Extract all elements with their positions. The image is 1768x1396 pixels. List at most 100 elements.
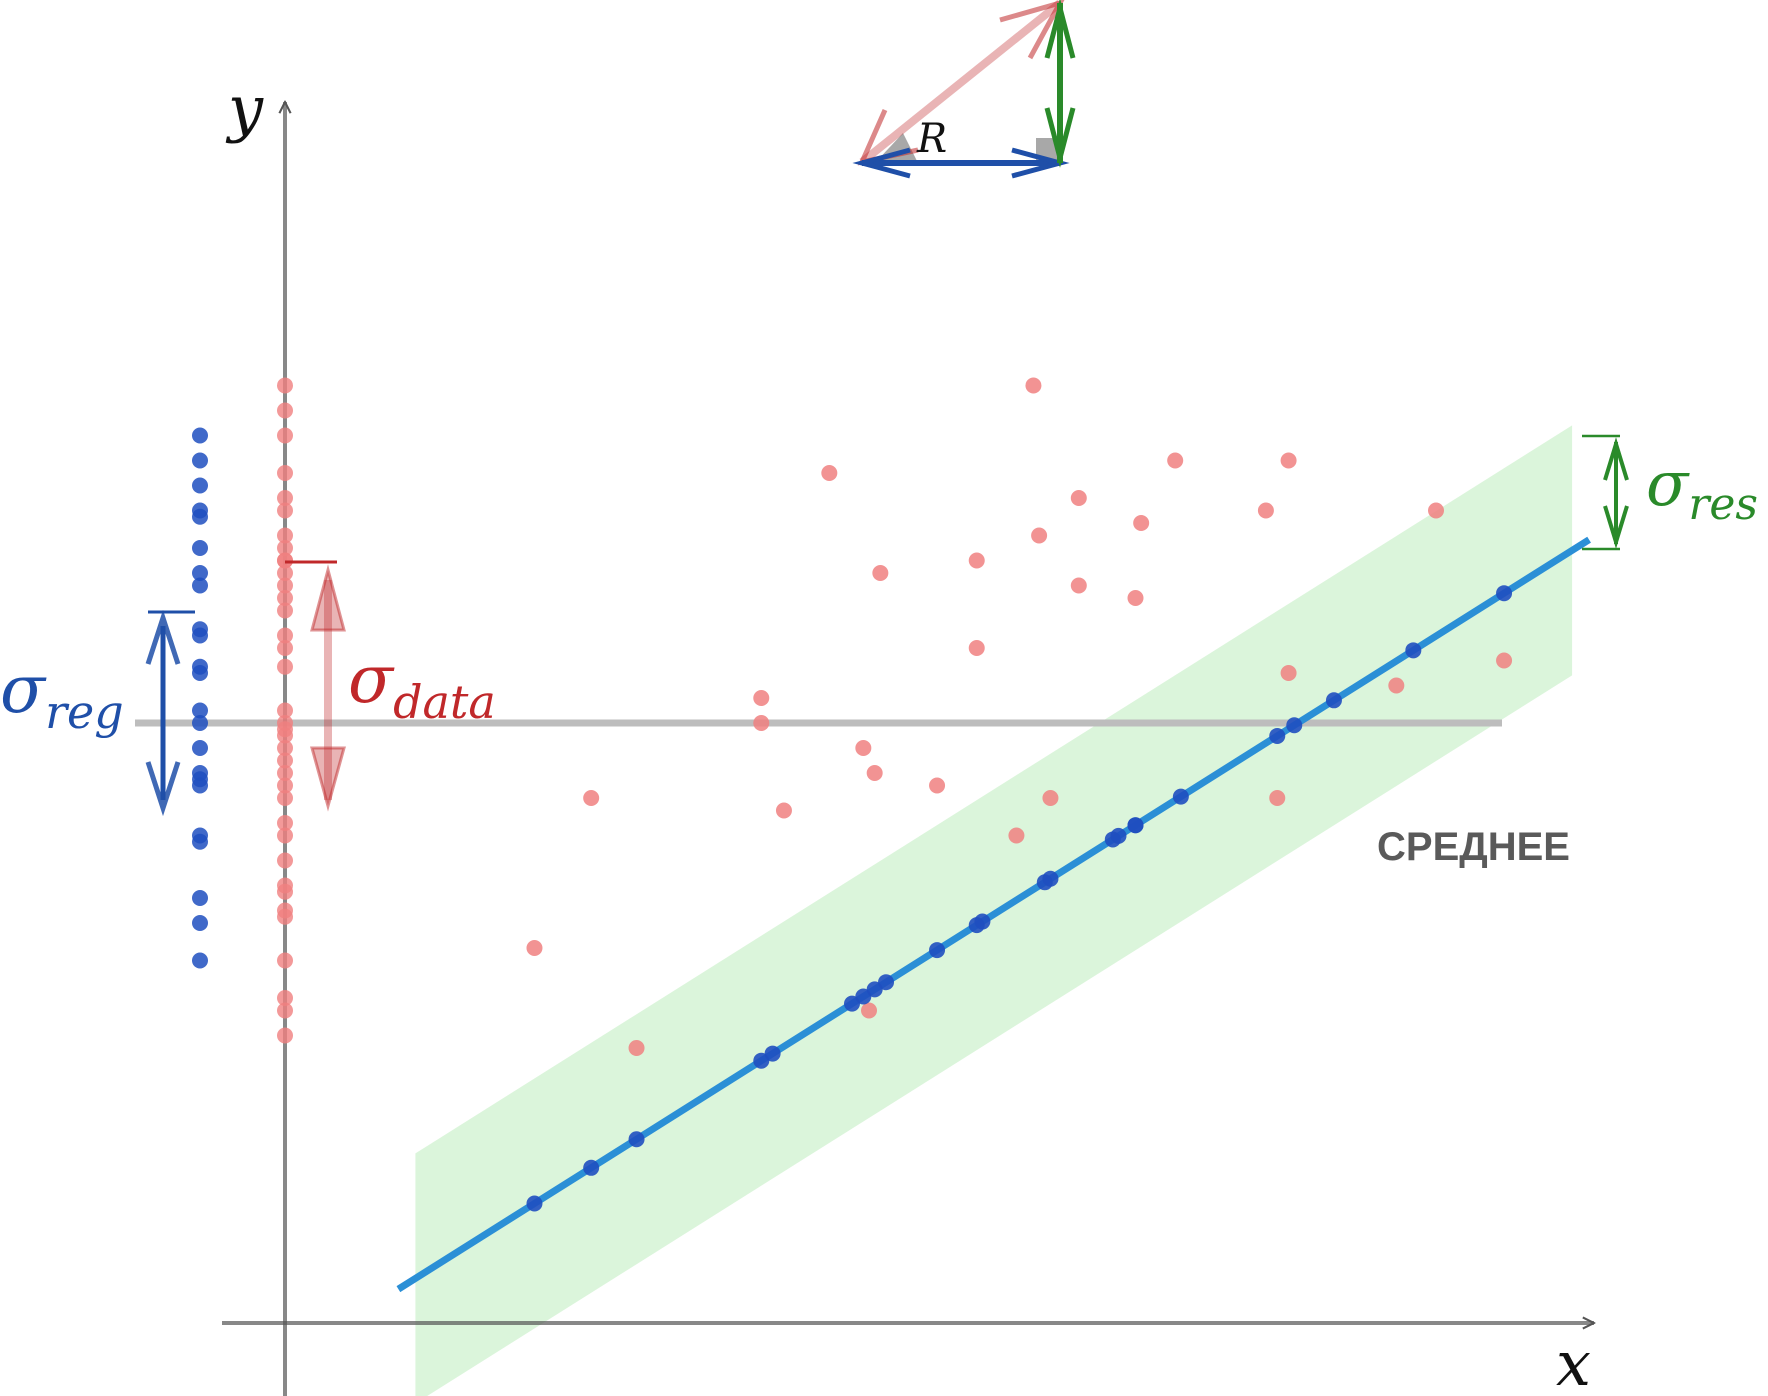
projected-fitted-point (192, 890, 208, 906)
projected-data-point (277, 702, 293, 719)
data-point (1008, 827, 1025, 844)
variance-triangle: R (852, 0, 1076, 179)
projected-data-point (277, 1002, 293, 1019)
data-point (1070, 577, 1087, 594)
triangle-horizontal-head-left (852, 147, 911, 179)
fitted-point (929, 942, 946, 959)
projected-fitted-point (192, 452, 208, 469)
sigma-data-arrow (285, 560, 346, 812)
projected-fitted-point (192, 915, 208, 931)
data-point (855, 740, 872, 756)
projected-fitted-point (192, 702, 208, 719)
fitted-point (764, 1045, 781, 1062)
projected-data-point (277, 402, 293, 419)
fitted-point (1042, 870, 1059, 887)
projected-fitted-point (192, 833, 208, 850)
projected-data-point (277, 815, 293, 831)
projected-fitted-point (192, 427, 208, 444)
x-axis-label: x (1556, 1327, 1591, 1396)
projected-fitted-point (192, 477, 208, 494)
fitted-point (628, 1131, 645, 1148)
projected-fitted-point (192, 508, 208, 525)
data-point (821, 465, 838, 481)
r-hypotenuse (859, 0, 1063, 166)
data-point (775, 802, 792, 819)
data-point (1428, 502, 1445, 519)
projected-data-point (277, 465, 293, 481)
data-point (628, 1040, 645, 1056)
data-point (583, 790, 600, 806)
data-point (872, 565, 889, 581)
sigma-reg-label: σreg (0, 651, 124, 739)
fitted-point (1127, 817, 1144, 834)
projected-data-point (277, 777, 293, 794)
projected-data-point (277, 908, 293, 925)
data-point (866, 765, 883, 781)
projected-fitted-point (192, 540, 208, 556)
fitted-point (878, 974, 895, 991)
projected-data-point (277, 752, 293, 769)
projected-data-point (277, 640, 293, 656)
projected-data-point (277, 527, 293, 544)
projected-data-point (277, 658, 293, 675)
fitted-point (583, 1159, 600, 1176)
triangle-vertical-head-bottom (1044, 107, 1076, 168)
data-point (1496, 652, 1513, 669)
data-point (1025, 377, 1042, 394)
triangle-r-label: R (916, 116, 947, 162)
projected-data-point (277, 765, 293, 781)
fitted-point (526, 1195, 543, 1212)
fitted-point (1110, 827, 1127, 844)
projected-data-point (277, 990, 293, 1006)
projected-data-point (277, 790, 293, 806)
data-point (526, 940, 543, 956)
projected-data-points (277, 377, 293, 1044)
sigma-res-arrow (1582, 434, 1629, 551)
projected-data-point (277, 727, 293, 744)
data-point (1269, 790, 1286, 806)
projected-data-point (277, 852, 293, 869)
fitted-point (1405, 642, 1422, 659)
data-point (1133, 515, 1150, 531)
projected-data-point (277, 427, 293, 444)
fitted-point (1269, 727, 1286, 744)
data-point (753, 690, 770, 706)
projected-fitted-point (192, 627, 208, 644)
data-point (1031, 527, 1048, 544)
projected-data-point (277, 883, 293, 900)
projected-fitted-point (192, 565, 208, 581)
data-point (1042, 790, 1059, 806)
projected-data-point (277, 540, 293, 556)
projected-data-point (277, 502, 293, 519)
data-point (1167, 452, 1184, 469)
sigma-data-label: σdata (348, 641, 496, 729)
projected-fitted-point (192, 577, 208, 594)
data-points (526, 377, 1513, 1056)
projected-fitted-points (192, 427, 208, 969)
fitted-point (1286, 717, 1303, 734)
projected-data-point (277, 377, 293, 394)
projected-fitted-point (192, 740, 208, 756)
projected-data-point (277, 602, 293, 619)
projected-fitted-point (192, 777, 208, 794)
data-point (1280, 452, 1297, 469)
projected-data-point (277, 740, 293, 756)
fitted-points (526, 585, 1513, 1212)
fitted-point (1325, 692, 1342, 709)
data-point (861, 1002, 878, 1019)
fitted-point (974, 913, 991, 930)
data-point (1280, 665, 1297, 681)
projected-data-point (277, 577, 293, 594)
data-point (1388, 677, 1405, 694)
projected-data-point (277, 490, 293, 506)
projected-data-point (277, 952, 293, 969)
projected-data-point (277, 1027, 293, 1044)
fitted-point (1172, 788, 1189, 805)
data-point (968, 552, 985, 569)
projected-data-point (277, 590, 293, 606)
data-point (753, 715, 770, 731)
projected-fitted-point (192, 715, 208, 731)
data-point (968, 640, 985, 656)
projected-data-point (277, 627, 293, 644)
